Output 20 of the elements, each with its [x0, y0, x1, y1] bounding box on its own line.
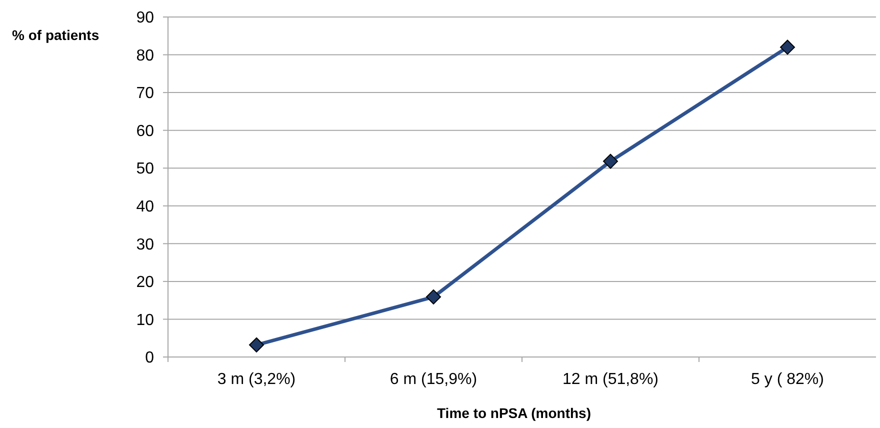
- x-tick-label: 5 y ( 82%): [751, 371, 824, 388]
- y-tick-label: 90: [136, 10, 154, 27]
- x-tick-label: 3 m (3,2%): [217, 371, 296, 388]
- point: [249, 337, 264, 352]
- y-tick-label: 0: [145, 350, 154, 367]
- x-tick-label: 6 m (15,9%): [390, 371, 478, 388]
- y-tick-label: 50: [136, 160, 154, 178]
- y-tick-label: 70: [136, 85, 154, 102]
- y-tick-label: 40: [136, 198, 154, 216]
- y-tick-label: 20: [136, 274, 154, 292]
- point: [603, 154, 618, 169]
- point: [426, 289, 441, 304]
- y-tick-label: 30: [136, 236, 154, 254]
- x-axis-title: Time to nPSA (months): [437, 405, 591, 421]
- y-axis-title: % of patients: [12, 27, 100, 43]
- y-tick-label: 10: [136, 312, 154, 329]
- x-tick-label: 12 m (51,8%): [562, 371, 659, 388]
- y-tick-label: 60: [136, 122, 154, 140]
- point: [780, 40, 795, 55]
- y-tick-label: 80: [136, 47, 154, 64]
